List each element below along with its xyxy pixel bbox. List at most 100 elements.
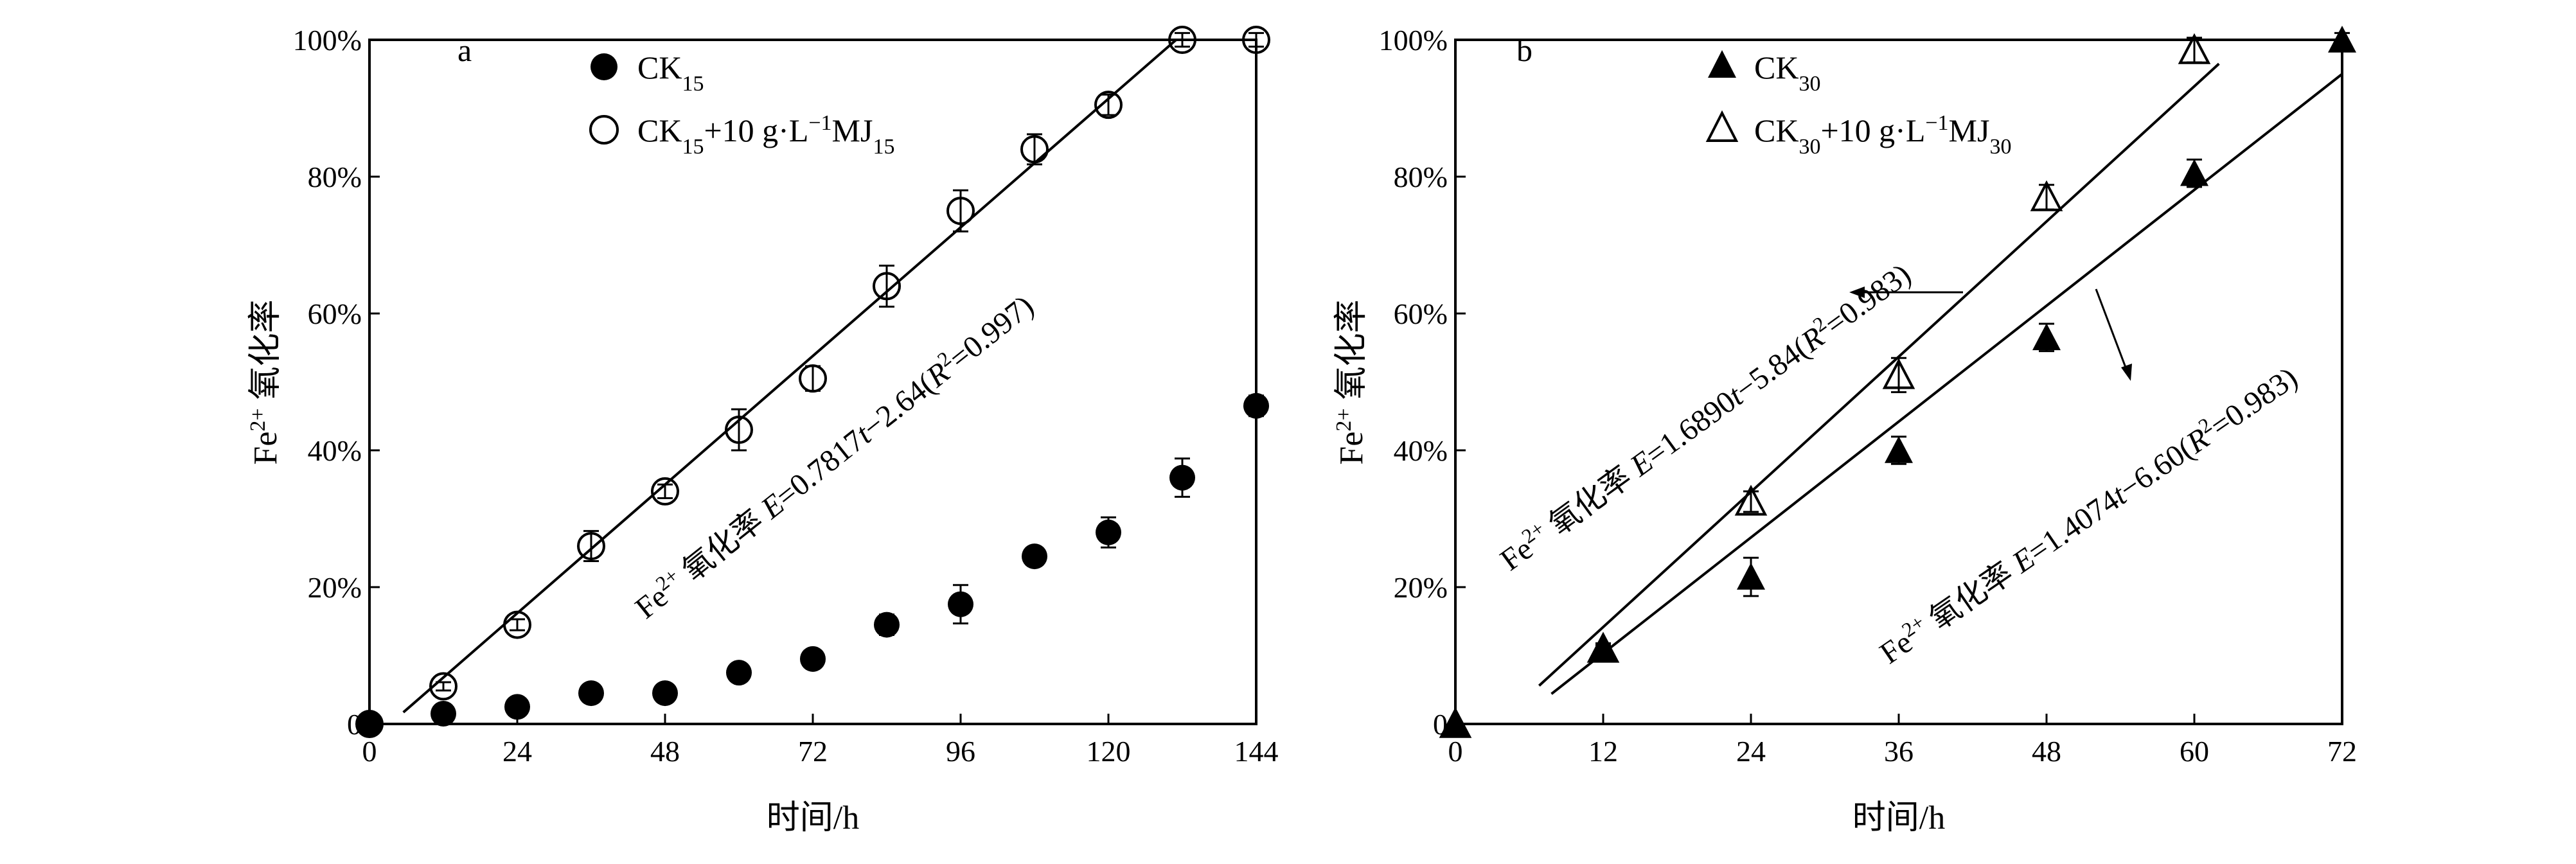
panel-a-point-open-circle [1020, 135, 1049, 164]
panel-a-error-bar [953, 189, 968, 233]
panel-a-point-open-circle [725, 416, 753, 445]
panel-a-y-tick-label: 60% [308, 297, 362, 330]
panel-a-error-bar [1027, 133, 1042, 166]
panel-a-point-filled-circle [357, 711, 382, 737]
panel-a-point-open-circle [1168, 26, 1196, 54]
panel-a-error-bar [583, 530, 599, 563]
panel-a-point-filled-circle [1169, 464, 1195, 491]
panel-b-error-bar [2187, 37, 2202, 64]
panel-a-error-bar [657, 483, 673, 500]
panel-a-point-open-circle [946, 197, 975, 225]
panel-a-error-bar [805, 365, 821, 392]
panel-a-legend-marker-open-circle [589, 115, 619, 145]
panel-b-point-open-triangle [1439, 707, 1472, 738]
panel-a-error-bar [1175, 31, 1190, 48]
panel-b-y-tick-label: 100% [1379, 24, 1448, 57]
panel-b-label: b [1516, 32, 1532, 68]
panel-a-legend-entry-ck15-mj15: CK15+10 g·L−1MJ15 [637, 111, 894, 159]
panel-a-point-filled-circle [800, 646, 826, 672]
panel-a-point-filled-circle [726, 660, 752, 686]
panel-b-y-tick-label: 60% [1394, 297, 1448, 330]
panel-a-error-bar [510, 618, 525, 631]
panel-a-x-tick-label: 72 [798, 735, 828, 768]
panel-a-point-filled-circle [578, 680, 604, 707]
panel-b-x-tick-label: 12 [1588, 735, 1618, 768]
panel-a-point-open-circle [651, 477, 679, 506]
panel-a-point-open-circle [503, 610, 531, 639]
panel-a-fit-line [402, 39, 1256, 714]
panel-b-x-tick-label: 72 [2327, 735, 2357, 768]
panel-a-error-bar [1248, 31, 1264, 48]
panel-a-x-tick-label: 144 [1234, 735, 1279, 768]
panel-a-point-filled-circle [1243, 392, 1269, 419]
panel-a-point-open-circle [577, 532, 605, 561]
panel-a-point-filled-circle [431, 701, 456, 727]
panel-b-error-bar [2039, 184, 2054, 211]
panel-a-x-tick-label: 120 [1087, 735, 1131, 768]
panel-a-error-bar [436, 681, 451, 692]
panel-a-point-open-circle [799, 364, 827, 393]
panel-b-point-open-triangle [2030, 180, 2063, 211]
panel-b-point-filled-triangle [2032, 323, 2061, 351]
panel-b-fit-lines [1538, 62, 2343, 695]
panel-b-chart: 0 12 24 36 48 60 72 0 20% 40% 60% 80% 100% b CK30 C… [1332, 24, 2358, 836]
panel-a-point-open-circle [1242, 26, 1270, 54]
panel-b-legend: CK30 CK30+10 g·L−1MJ30 [1705, 49, 2011, 159]
panel-a-legend: CK15 CK15+10 g·L−1MJ15 [589, 49, 894, 159]
panel-b-fit-line-segment [1538, 62, 2220, 687]
panel-a-x-tick-label: 48 [650, 735, 680, 768]
panel-b-x-tick-label: 0 [1448, 735, 1463, 768]
panel-b-legend-entry-ck30-mj30: CK30+10 g·L−1MJ30 [1754, 111, 2011, 159]
panel-a-point-open-circle [1094, 91, 1123, 119]
panel-a-y-tick-label: 40% [308, 434, 362, 467]
panel-b-x-tick-label: 60 [2180, 735, 2209, 768]
panel-b-point-filled-triangle [2180, 159, 2208, 186]
panel-a-x-tick-label: 0 [362, 735, 377, 768]
panel-a-point-filled-circle [948, 591, 973, 617]
panel-b-x-tick-label: 48 [2032, 735, 2061, 768]
panel-b-error-bar [1743, 490, 1759, 513]
panel-b-point-filled-triangle [1441, 710, 1470, 737]
panel-b-legend-marker-filled-triangle [1708, 50, 1736, 78]
panel-b-x-tick-label: 36 [1884, 735, 1914, 768]
panel-b-y-axis-title: Fe2+ 氧化率 [1332, 299, 1371, 464]
panel-a-x-tick-label: 24 [502, 735, 532, 768]
panel-a-point-open-circle [873, 272, 901, 301]
panel-a-x-ticks: 0 24 48 72 96 120 144 [362, 714, 1279, 768]
panel-a-error-bar [1101, 93, 1116, 116]
panel-b-point-open-triangle [1586, 631, 1620, 663]
panel-b-point-filled-triangle [1737, 563, 1765, 590]
panel-a-point-open-circle [429, 672, 457, 701]
panel-b-x-ticks: 0 12 24 36 48 60 72 [1448, 714, 2357, 768]
panel-a-point-filled-circle [874, 612, 900, 638]
panel-b-fit-equation-2: Fe2+ 氧化率 E=1.4074t−6.60(R2=0.983) [1872, 358, 2304, 671]
panel-b-point-open-triangle [1734, 484, 1768, 516]
panel-b-point-open-triangle [2178, 33, 2211, 64]
panel-b-y-tick-label: 80% [1394, 161, 1448, 193]
panel-b-y-tick-label: 20% [1394, 571, 1448, 604]
panel-b-point-filled-triangle [1885, 436, 1913, 463]
panel-a-chart: 0 24 48 72 96 120 144 0 20% 40% 60% 80% 100% a CK15… [246, 24, 1279, 836]
panel-a-y-ticks: 020%40%60%80%100% [293, 24, 380, 741]
panel-a-label: a [457, 32, 472, 68]
panel-b-leader-arrow-1 [1849, 287, 1963, 298]
panel-b-x-axis-title: 时间/h [1852, 800, 1945, 836]
panel-b-point-filled-triangle [2328, 26, 2356, 53]
panel-b-fit-equation-1: Fe2+ 氧化率 E=1.6890t−5.84(R2=0.983) [1492, 254, 1917, 577]
panel-b-leader-arrow-2 [2095, 288, 2132, 381]
panel-b-point-open-triangle [1882, 358, 1915, 389]
panel-b-x-tick-label: 24 [1736, 735, 1766, 768]
panel-a-x-tick-label: 96 [946, 735, 975, 768]
panel-a-point-filled-circle [504, 694, 530, 720]
panel-a-legend-marker-filled-circle [591, 53, 617, 80]
panel-b-data-marks [1439, 26, 2356, 738]
panel-a-y-tick-label: 80% [308, 161, 362, 193]
panel-b-y-tick-label: 40% [1394, 434, 1448, 467]
panel-b-y-ticks: 020%40%60%80%100% [1379, 24, 1466, 741]
panel-a-point-filled-circle [1022, 543, 1047, 570]
panel-b-legend-marker-open-triangle [1705, 110, 1739, 142]
panel-b-legend-entry-ck30: CK30 [1754, 49, 1820, 96]
panel-a-legend-entry-ck15: CK15 [637, 49, 704, 96]
panel-a-point-filled-circle [1096, 519, 1121, 545]
